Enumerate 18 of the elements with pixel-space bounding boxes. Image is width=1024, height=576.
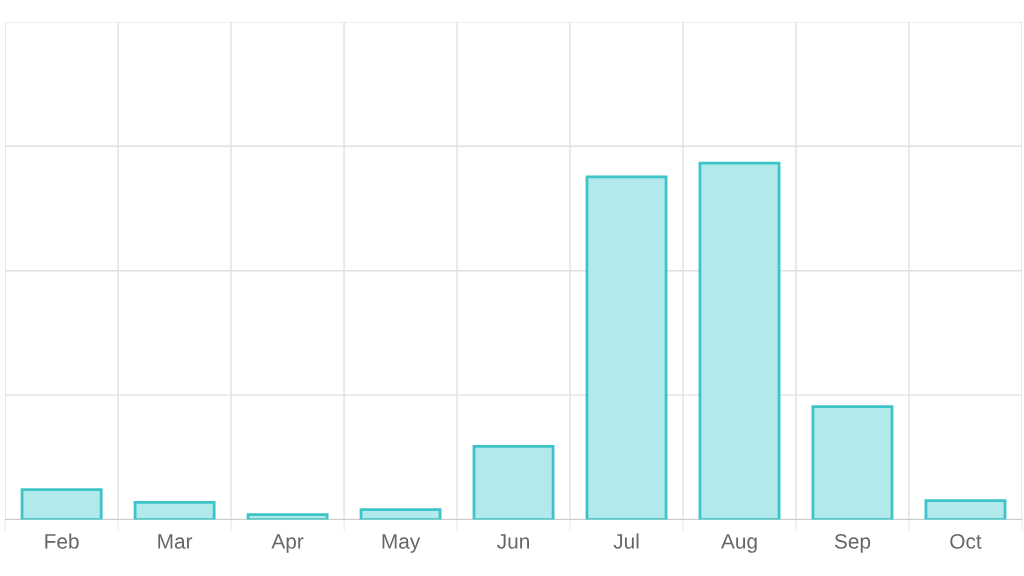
x-tick-label: Jun: [497, 534, 529, 549]
x-tick-label: May: [382, 534, 421, 553]
x-tick-label: Feb: [45, 533, 79, 549]
bar: [20, 488, 103, 520]
bar: [698, 161, 781, 520]
x-tick-label: Mar: [158, 534, 193, 549]
bar: [359, 508, 442, 520]
bar: [246, 513, 329, 520]
x-tick-label: Jul: [613, 533, 639, 549]
x-tick-label: Apr: [271, 534, 304, 553]
bar: [924, 499, 1007, 520]
bar: [133, 501, 216, 520]
x-tick-label: Oct: [950, 533, 982, 549]
bar: [472, 445, 555, 520]
x-tick-label: Aug: [721, 534, 757, 553]
bar: [811, 405, 894, 520]
bar: [585, 175, 668, 520]
x-tick-label: Sep: [834, 533, 871, 553]
